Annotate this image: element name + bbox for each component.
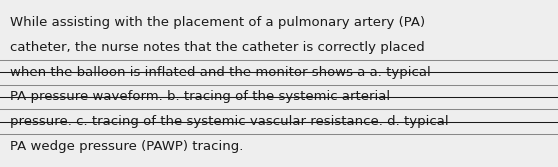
Text: PA pressure waveform. b. tracing of the systemic arterial: PA pressure waveform. b. tracing of the …	[10, 90, 390, 103]
Text: when the balloon is inflated and the monitor shows a a. typical: when the balloon is inflated and the mon…	[10, 66, 431, 79]
Text: While assisting with the placement of a pulmonary artery (PA): While assisting with the placement of a …	[10, 16, 425, 29]
Text: PA wedge pressure (PAWP) tracing.: PA wedge pressure (PAWP) tracing.	[10, 140, 243, 153]
Text: pressure. c. tracing of the systemic vascular resistance. d. typical: pressure. c. tracing of the systemic vas…	[10, 115, 449, 128]
Text: catheter, the nurse notes that the catheter is correctly placed: catheter, the nurse notes that the cathe…	[10, 41, 425, 54]
